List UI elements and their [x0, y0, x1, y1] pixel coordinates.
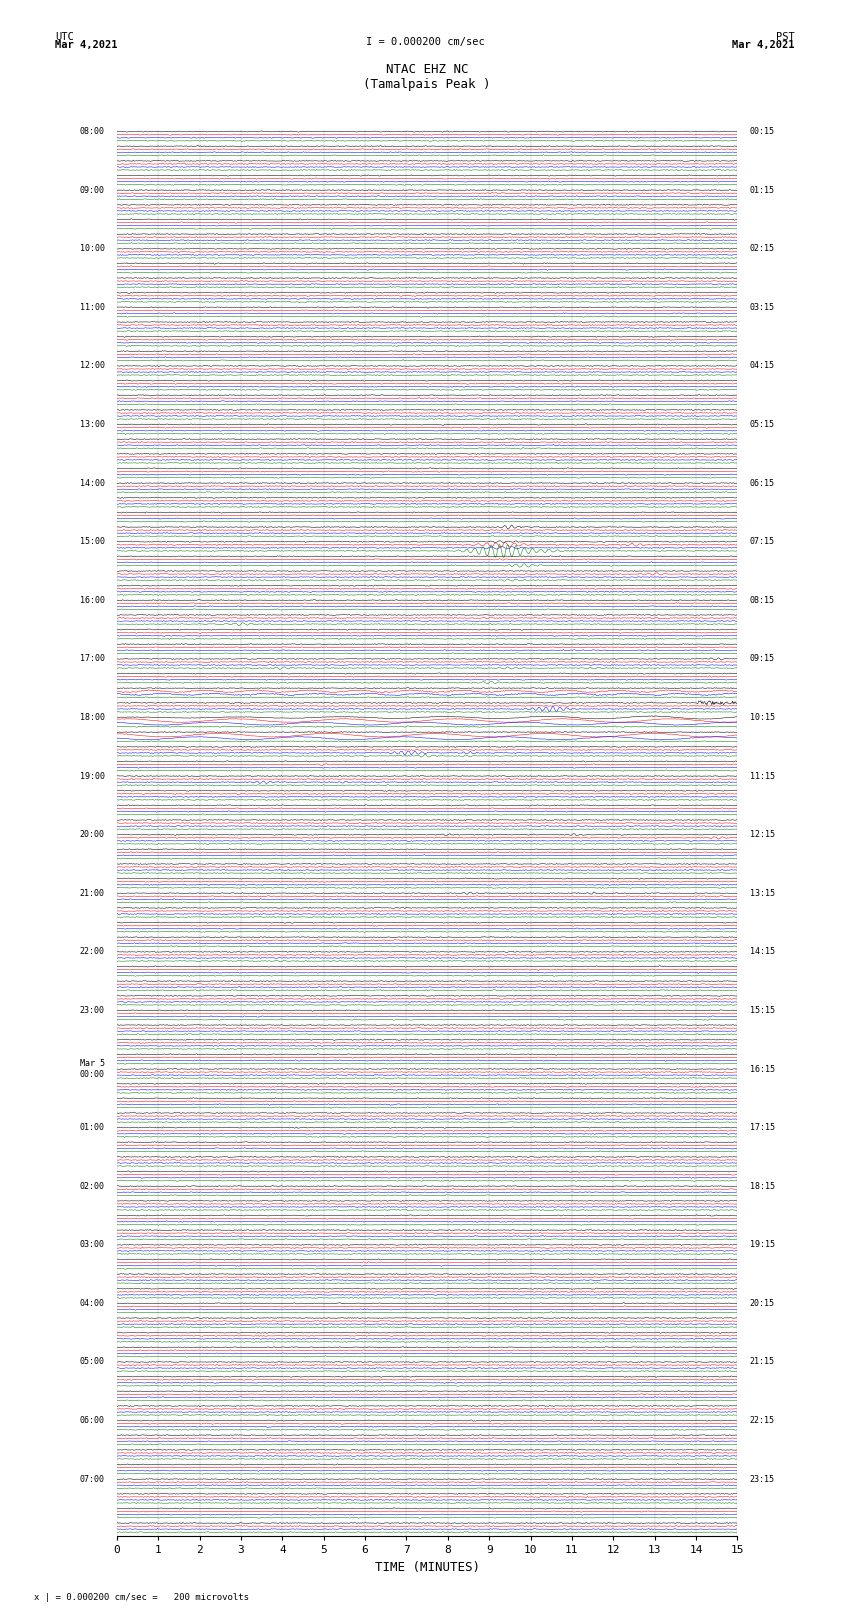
- Text: PST: PST: [776, 32, 795, 42]
- Text: 21:00: 21:00: [80, 889, 105, 898]
- Text: x | = 0.000200 cm/sec =   200 microvolts: x | = 0.000200 cm/sec = 200 microvolts: [34, 1592, 249, 1602]
- Text: 05:15: 05:15: [750, 419, 774, 429]
- Text: 15:00: 15:00: [80, 537, 105, 547]
- Text: 03:00: 03:00: [80, 1240, 105, 1250]
- Text: 14:15: 14:15: [750, 947, 774, 957]
- Text: Mar 4,2021: Mar 4,2021: [55, 40, 118, 50]
- Text: 22:00: 22:00: [80, 947, 105, 957]
- Text: 13:00: 13:00: [80, 419, 105, 429]
- Text: 04:00: 04:00: [80, 1298, 105, 1308]
- Text: 06:15: 06:15: [750, 479, 774, 487]
- Text: 23:00: 23:00: [80, 1007, 105, 1015]
- Text: 19:15: 19:15: [750, 1240, 774, 1250]
- Text: 02:00: 02:00: [80, 1182, 105, 1190]
- Text: 21:15: 21:15: [750, 1358, 774, 1366]
- Text: 20:00: 20:00: [80, 831, 105, 839]
- Text: 07:15: 07:15: [750, 537, 774, 547]
- Text: 18:00: 18:00: [80, 713, 105, 723]
- Text: Mar 4,2021: Mar 4,2021: [732, 40, 795, 50]
- Text: 02:15: 02:15: [750, 244, 774, 253]
- Text: I = 0.000200 cm/sec: I = 0.000200 cm/sec: [366, 37, 484, 47]
- X-axis label: TIME (MINUTES): TIME (MINUTES): [375, 1561, 479, 1574]
- Text: 03:15: 03:15: [750, 303, 774, 311]
- Text: 22:15: 22:15: [750, 1416, 774, 1424]
- Text: 17:00: 17:00: [80, 655, 105, 663]
- Text: 05:00: 05:00: [80, 1358, 105, 1366]
- Text: 01:00: 01:00: [80, 1123, 105, 1132]
- Text: 10:00: 10:00: [80, 244, 105, 253]
- Text: 13:15: 13:15: [750, 889, 774, 898]
- Text: 10:15: 10:15: [750, 713, 774, 723]
- Text: Mar 5
00:00: Mar 5 00:00: [80, 1060, 105, 1079]
- Text: 12:15: 12:15: [750, 831, 774, 839]
- Text: UTC: UTC: [55, 32, 74, 42]
- Text: 07:00: 07:00: [80, 1474, 105, 1484]
- Text: 04:15: 04:15: [750, 361, 774, 371]
- Text: 08:15: 08:15: [750, 595, 774, 605]
- Text: 09:15: 09:15: [750, 655, 774, 663]
- Text: 18:15: 18:15: [750, 1182, 774, 1190]
- Text: 15:15: 15:15: [750, 1007, 774, 1015]
- Title: NTAC EHZ NC
(Tamalpais Peak ): NTAC EHZ NC (Tamalpais Peak ): [364, 63, 491, 92]
- Text: 06:00: 06:00: [80, 1416, 105, 1424]
- Text: 11:15: 11:15: [750, 771, 774, 781]
- Text: 17:15: 17:15: [750, 1123, 774, 1132]
- Text: 01:15: 01:15: [750, 185, 774, 195]
- Text: 14:00: 14:00: [80, 479, 105, 487]
- Text: 11:00: 11:00: [80, 303, 105, 311]
- Text: 23:15: 23:15: [750, 1474, 774, 1484]
- Text: 12:00: 12:00: [80, 361, 105, 371]
- Text: 20:15: 20:15: [750, 1298, 774, 1308]
- Text: 16:00: 16:00: [80, 595, 105, 605]
- Text: 19:00: 19:00: [80, 771, 105, 781]
- Text: 16:15: 16:15: [750, 1065, 774, 1074]
- Text: 08:00: 08:00: [80, 127, 105, 135]
- Text: 09:00: 09:00: [80, 185, 105, 195]
- Text: 00:15: 00:15: [750, 127, 774, 135]
